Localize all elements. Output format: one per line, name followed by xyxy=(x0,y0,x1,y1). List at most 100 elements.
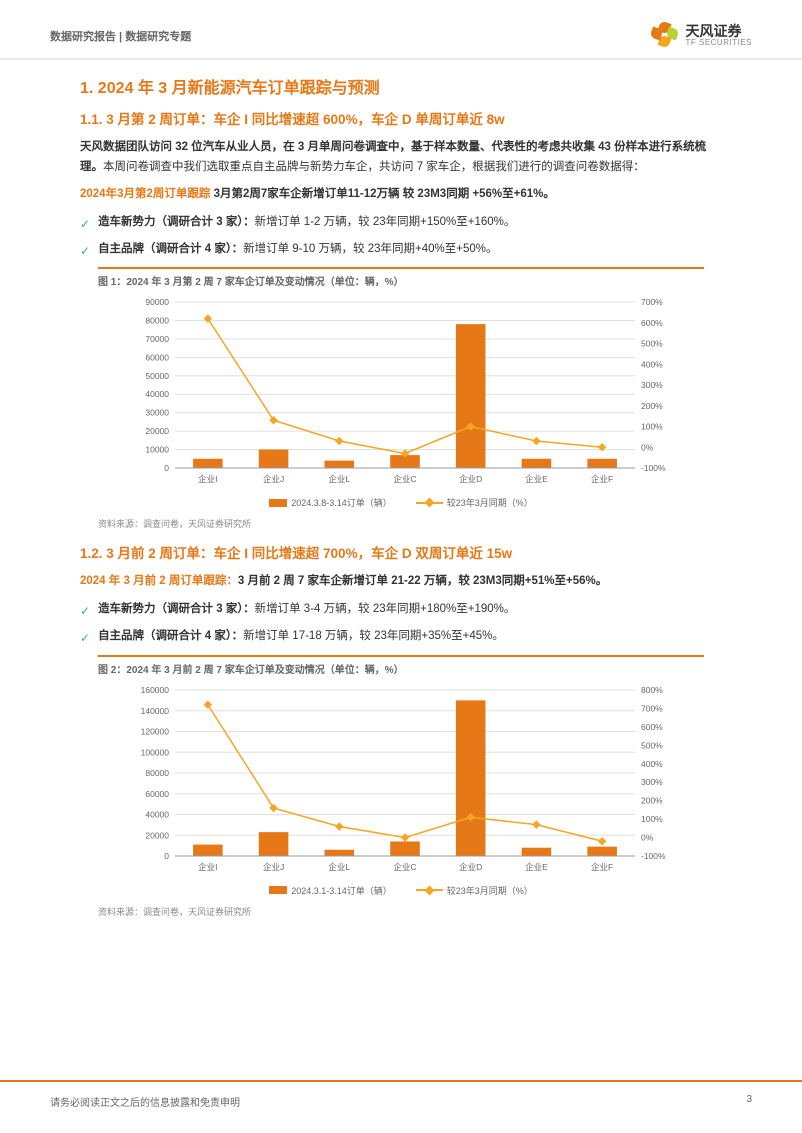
svg-text:120000: 120000 xyxy=(141,726,170,736)
svg-text:0: 0 xyxy=(164,463,169,473)
paragraph-2: 2024年3月第2周订单跟踪 3月第2周7家车企新增订单11-12万辆 较 23… xyxy=(80,185,722,205)
svg-text:0%: 0% xyxy=(641,832,654,842)
para2-rest: 3月第2周7家车企新增订单11-12万辆 较 23M3同期 +56%至+61%。 xyxy=(210,188,554,200)
svg-text:300%: 300% xyxy=(641,380,663,390)
svg-text:企业J: 企业J xyxy=(263,474,284,484)
svg-text:0%: 0% xyxy=(641,443,654,453)
svg-text:70000: 70000 xyxy=(145,334,169,344)
svg-text:企业D: 企业D xyxy=(459,474,482,484)
svg-text:800%: 800% xyxy=(641,685,663,695)
legend-bar: 2024.3.8-3.14订单（辆） xyxy=(269,496,392,509)
svg-text:600%: 600% xyxy=(641,318,663,328)
bullet-3: ✓ 造车新势力（调研合计 3 家）：新增订单 3-4 万辆，较 23年同期+18… xyxy=(80,600,722,621)
check-icon: ✓ xyxy=(80,241,90,261)
legend-line: 较23年3月同期（%） xyxy=(416,496,533,509)
svg-text:90000: 90000 xyxy=(145,297,169,307)
svg-text:300%: 300% xyxy=(641,777,663,787)
svg-text:200%: 200% xyxy=(641,795,663,805)
svg-text:40000: 40000 xyxy=(145,390,169,400)
svg-text:企业I: 企业I xyxy=(198,862,217,872)
svg-text:500%: 500% xyxy=(641,740,663,750)
svg-text:160000: 160000 xyxy=(141,685,170,695)
chart-2: 0200004000060000800001000001200001400001… xyxy=(98,680,704,880)
bullet-2: ✓ 自主品牌（调研合计 4 家）：新增订单 9-10 万辆，较 23年同期+40… xyxy=(80,240,722,261)
subsection-title-2: 1.2. 3 月前 2 周订单：车企 I 同比增速超 700%，车企 D 双周订… xyxy=(80,542,722,562)
svg-text:80000: 80000 xyxy=(145,768,169,778)
chart-1-title: 图 1：2024 年 3 月第 2 周 7 家车企订单及变动情况（单位：辆，%） xyxy=(98,273,704,288)
svg-text:企业F: 企业F xyxy=(591,474,613,484)
svg-text:20000: 20000 xyxy=(145,830,169,840)
svg-text:企业D: 企业D xyxy=(459,862,482,872)
svg-text:10000: 10000 xyxy=(145,445,169,455)
svg-text:600%: 600% xyxy=(641,722,663,732)
svg-text:企业C: 企业C xyxy=(393,862,416,872)
svg-text:20000: 20000 xyxy=(145,427,169,437)
para1-rest: 本周问卷调查中我们选取重点自主品牌与新势力车企，共访问 7 家车企，根据我们进行… xyxy=(103,161,645,173)
svg-text:60000: 60000 xyxy=(145,353,169,363)
svg-text:-100%: -100% xyxy=(641,851,666,861)
b1-rest: 新增订单 1-2 万辆，较 23年同期+150%至+160%。 xyxy=(255,216,516,228)
svg-text:30000: 30000 xyxy=(145,408,169,418)
legend-bar: 2024.3.1-3.14订单（辆） xyxy=(269,884,392,897)
section-title: 1. 2024 年 3 月新能源汽车订单跟踪与预测 xyxy=(80,74,722,98)
footer-text: 请务必阅读正文之后的信息披露和免责申明 xyxy=(50,1094,240,1109)
svg-text:400%: 400% xyxy=(641,360,663,370)
check-icon: ✓ xyxy=(80,214,90,234)
logo-text: 天风证券 TF SECURITIES xyxy=(685,24,752,48)
svg-text:50000: 50000 xyxy=(145,371,169,381)
paragraph-3: 2024 年 3 月前 2 周订单跟踪：3 月前 2 周 7 家车企新增订单 2… xyxy=(80,572,722,592)
chart-1-source: 资料来源：调查问卷，天风证券研究所 xyxy=(98,517,704,530)
page-footer: 请务必阅读正文之后的信息披露和免责申明 3 xyxy=(0,1080,802,1133)
svg-text:700%: 700% xyxy=(641,297,663,307)
svg-text:100%: 100% xyxy=(641,814,663,824)
chart-1: 0 10000 20000 30000 40000 50000 60000 70000 8000… xyxy=(98,292,704,492)
svg-text:40000: 40000 xyxy=(145,809,169,819)
chart-1-legend: 2024.3.8-3.14订单（辆） 较23年3月同期（%） xyxy=(98,492,704,513)
b4-rest: 新增订单 17-18 万辆，较 23年同期+35%至+45%。 xyxy=(243,630,504,642)
chart-2-block: 图 2：2024 年 3 月前 2 周 7 家车企订单及变动情况（单位：辆，%）… xyxy=(98,655,704,901)
svg-text:企业I: 企业I xyxy=(198,474,217,484)
svg-text:80000: 80000 xyxy=(145,316,169,326)
check-icon: ✓ xyxy=(80,601,90,621)
b1-bold: 造车新势力（调研合计 3 家）： xyxy=(98,216,255,228)
svg-text:200%: 200% xyxy=(641,401,663,411)
svg-text:0: 0 xyxy=(164,851,169,861)
svg-text:-100%: -100% xyxy=(641,463,666,473)
subsection-title-1: 1.1. 3 月第 2 周订单：车企 I 同比增速超 600%，车企 D 单周订… xyxy=(80,108,722,128)
header-label: 数据研究报告 | 数据研究专题 xyxy=(50,28,191,44)
svg-text:企业L: 企业L xyxy=(328,474,350,484)
chart-2-legend: 2024.3.1-3.14订单（辆） 较23年3月同期（%） xyxy=(98,880,704,901)
content-area: 1. 2024 年 3 月新能源汽车订单跟踪与预测 1.1. 3 月第 2 周订… xyxy=(0,60,802,918)
chart-2-source: 资料来源：调查问卷，天风证券研究所 xyxy=(98,905,704,918)
legend-line: 较23年3月同期（%） xyxy=(416,884,533,897)
logo-icon xyxy=(651,22,679,50)
svg-text:700%: 700% xyxy=(641,703,663,713)
bullet-1: ✓ 造车新势力（调研合计 3 家）：新增订单 1-2 万辆，较 23年同期+15… xyxy=(80,213,722,234)
chart-2-title: 图 2：2024 年 3 月前 2 周 7 家车企订单及变动情况（单位：辆，%） xyxy=(98,661,704,676)
svg-text:企业E: 企业E xyxy=(525,474,548,484)
svg-text:60000: 60000 xyxy=(145,789,169,799)
logo-en: TF SECURITIES xyxy=(685,39,752,48)
para3-rest: 3 月前 2 周 7 家车企新增订单 21-22 万辆，较 23M3同期+51%… xyxy=(238,575,607,587)
check-icon: ✓ xyxy=(80,628,90,648)
bullet-4: ✓ 自主品牌（调研合计 4 家）：新增订单 17-18 万辆，较 23年同期+3… xyxy=(80,627,722,648)
b2-bold: 自主品牌（调研合计 4 家）： xyxy=(98,243,243,255)
logo-cn: 天风证券 xyxy=(685,24,752,39)
b3-bold: 造车新势力（调研合计 3 家）： xyxy=(98,603,255,615)
page-header: 数据研究报告 | 数据研究专题 天风证券 TF SECURITIES xyxy=(0,0,802,60)
svg-text:企业C: 企业C xyxy=(393,474,416,484)
paragraph-1: 天风数据团队访问 32 位汽车从业人员，在 3 月单周问卷调查中，基于样本数量、… xyxy=(80,138,722,177)
svg-text:企业F: 企业F xyxy=(591,862,613,872)
svg-text:企业J: 企业J xyxy=(263,862,284,872)
b3-rest: 新增订单 3-4 万辆，较 23年同期+180%至+190%。 xyxy=(255,603,516,615)
brand-logo: 天风证券 TF SECURITIES xyxy=(651,22,752,50)
svg-text:140000: 140000 xyxy=(141,706,170,716)
svg-text:企业L: 企业L xyxy=(328,862,350,872)
svg-text:400%: 400% xyxy=(641,759,663,769)
b2-rest: 新增订单 9-10 万辆，较 23年同期+40%至+50%。 xyxy=(243,243,497,255)
b4-bold: 自主品牌（调研合计 4 家）： xyxy=(98,630,243,642)
para3-highlight: 2024 年 3 月前 2 周订单跟踪： xyxy=(80,575,238,587)
svg-text:100%: 100% xyxy=(641,422,663,432)
para2-highlight: 2024年3月第2周订单跟踪 xyxy=(80,188,210,200)
chart-1-block: 图 1：2024 年 3 月第 2 周 7 家车企订单及变动情况（单位：辆，%）… xyxy=(98,267,704,513)
